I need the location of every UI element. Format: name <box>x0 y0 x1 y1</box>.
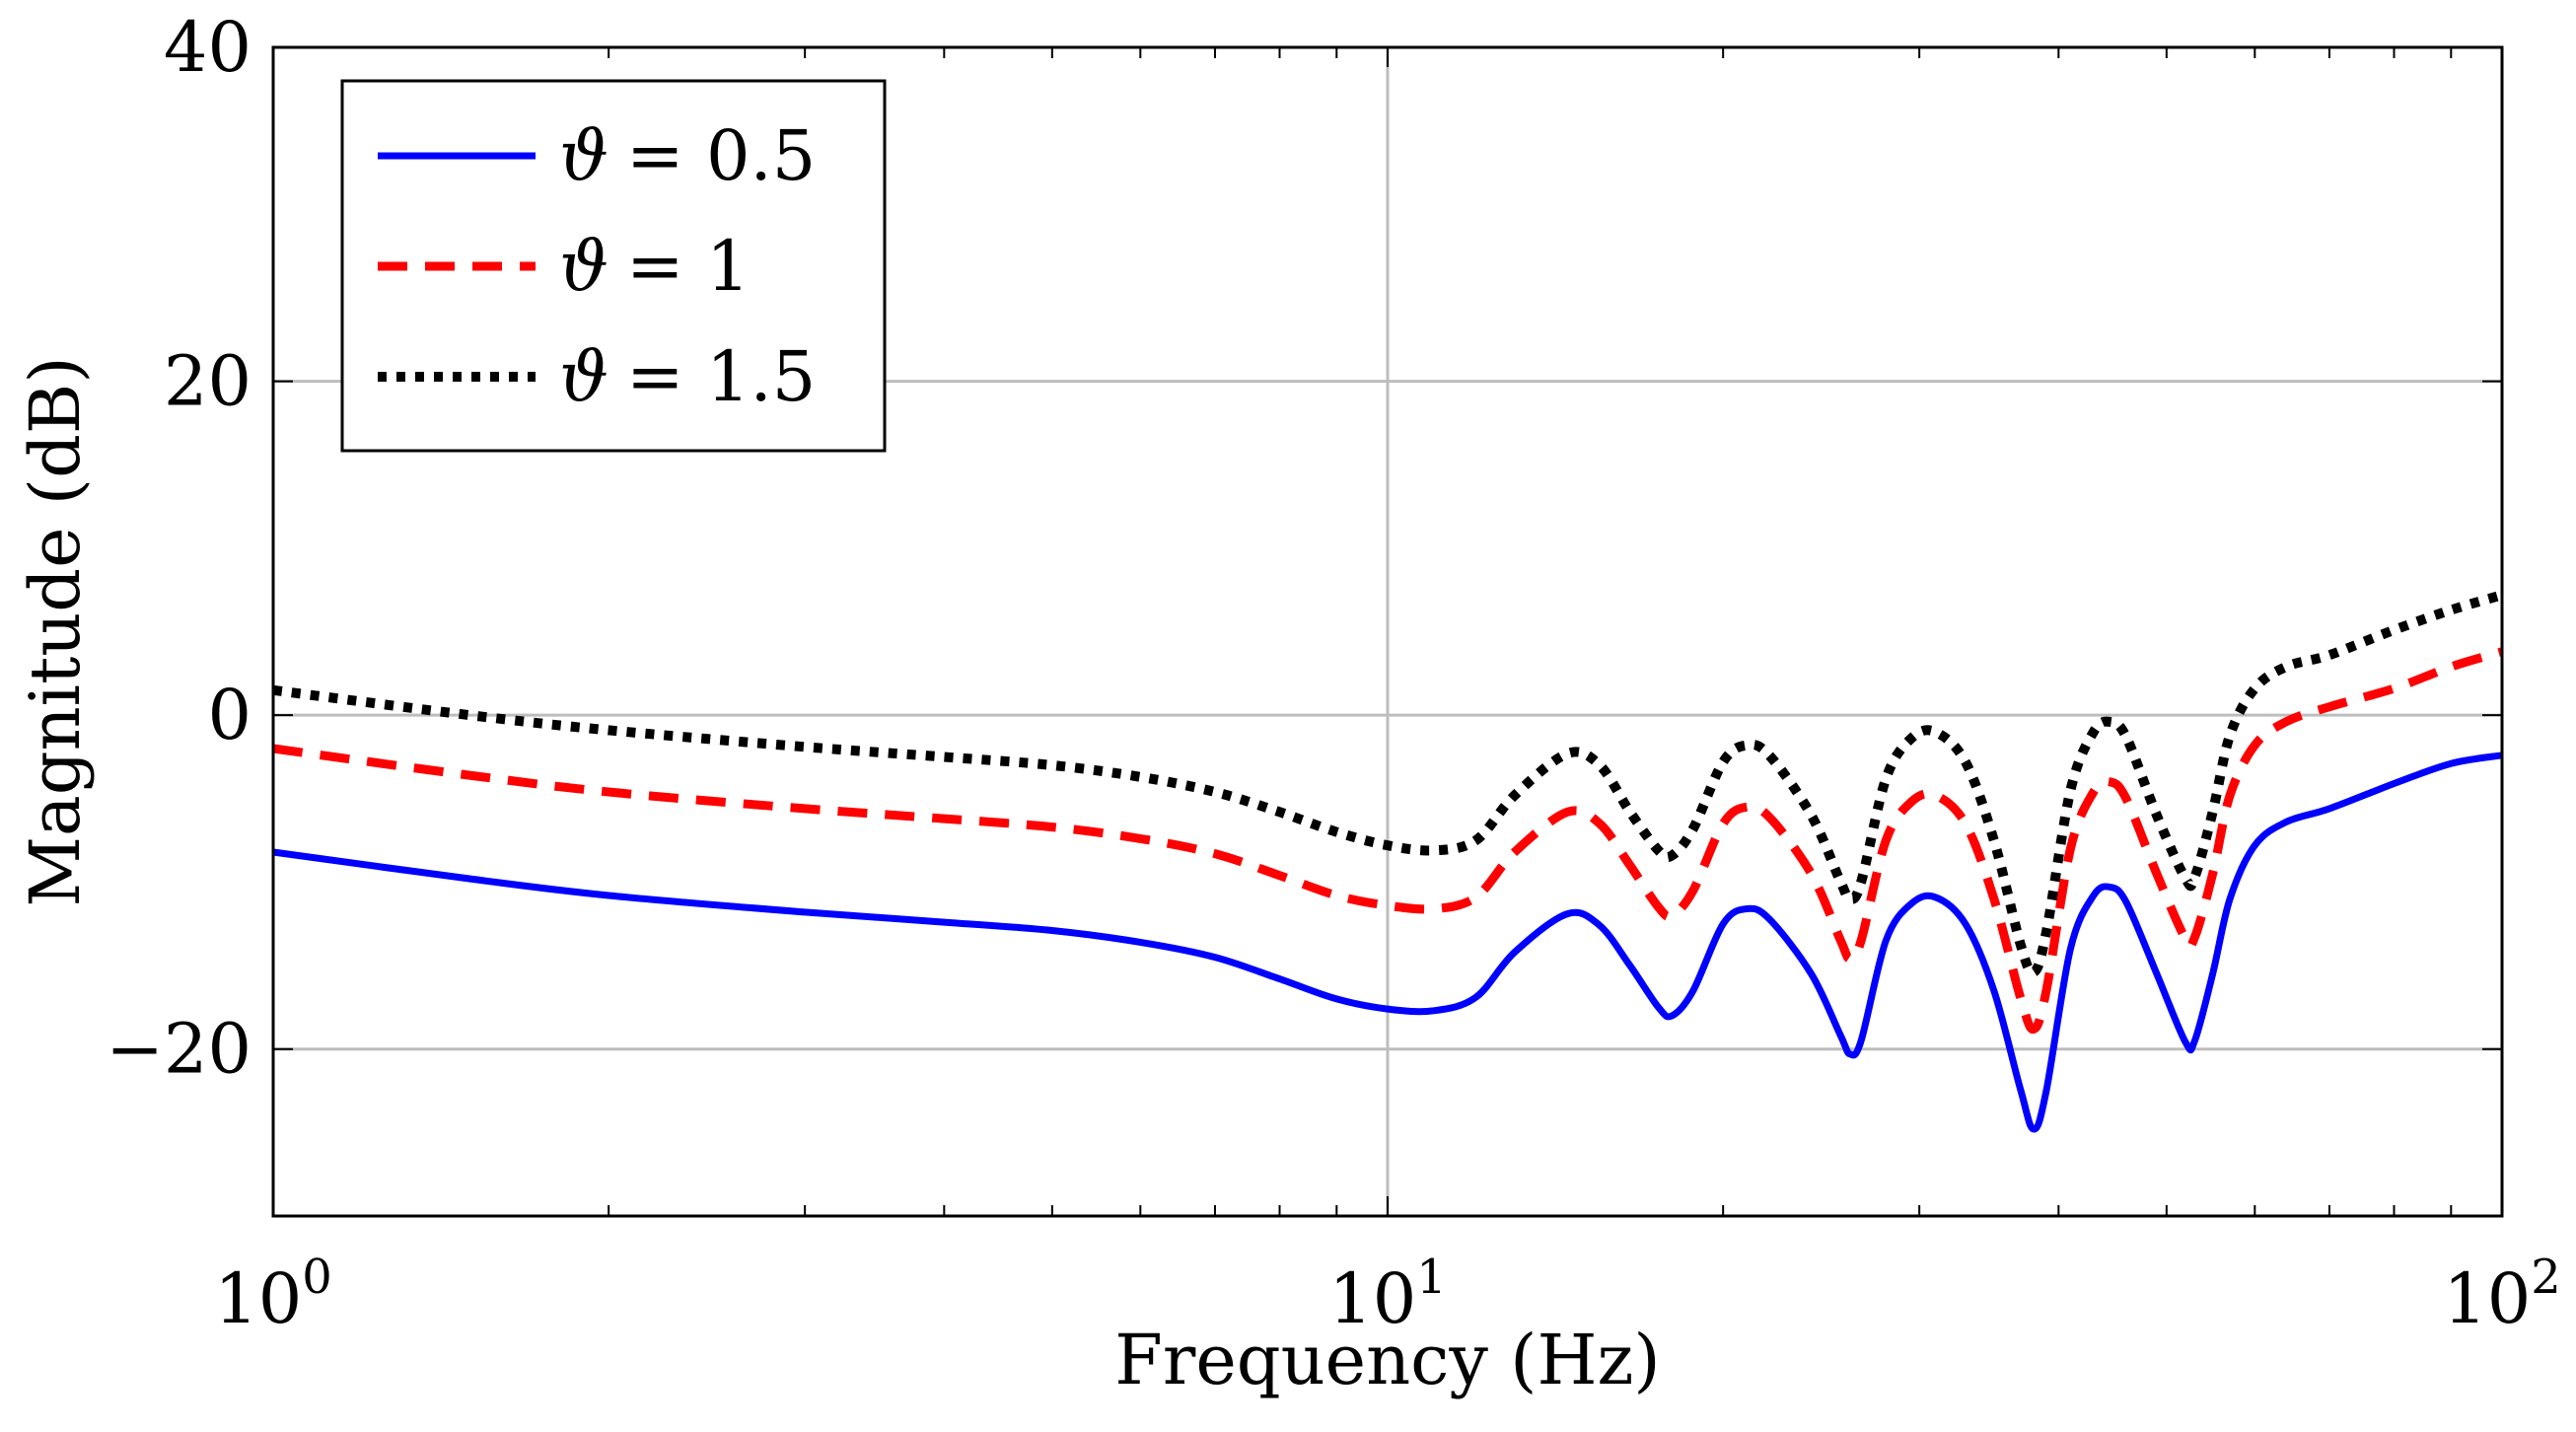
legend-value: = 1.5 <box>626 336 816 417</box>
x-tick-label: 100 <box>214 1250 332 1339</box>
tick-layer <box>272 46 2503 1216</box>
legend-value: = 0.5 <box>626 115 816 196</box>
legend-label-1: ϑ = 0.5 <box>559 115 816 196</box>
x-tick-base: 10 <box>1328 1258 1416 1339</box>
x-tick-base: 10 <box>2443 1258 2531 1339</box>
legend-symbol: ϑ <box>559 226 608 307</box>
y-tick-label: 20 <box>164 341 251 422</box>
y-axis-title: Magnitude (dB) <box>15 356 96 906</box>
series-layer <box>272 590 2504 1133</box>
x-axis-title: Frequency (Hz) <box>1114 1320 1660 1400</box>
legend-symbol: ϑ <box>559 336 608 417</box>
x-tick-exponent: 0 <box>302 1250 332 1305</box>
x-tick-base: 10 <box>214 1258 302 1339</box>
series-line-3 <box>272 590 2504 978</box>
x-tick-exponent: 2 <box>2531 1250 2561 1305</box>
x-tick-label: 101 <box>1328 1250 1447 1339</box>
legend-label-2: ϑ = 1 <box>559 226 751 307</box>
legend: ϑ = 0.5ϑ = 1ϑ = 1.5 <box>340 79 887 453</box>
legend-value: = 1 <box>626 226 750 307</box>
y-tick-label: −20 <box>106 1009 251 1090</box>
x-tick-label: 102 <box>2443 1250 2561 1339</box>
series-line-2 <box>272 647 2504 1034</box>
legend-symbol: ϑ <box>559 115 608 196</box>
y-tick-label: 0 <box>207 675 251 755</box>
legend-label-3: ϑ = 1.5 <box>559 336 816 417</box>
series-line-1 <box>272 752 2503 1133</box>
y-tick-label: 40 <box>164 7 251 88</box>
x-tick-exponent: 1 <box>1416 1250 1447 1305</box>
